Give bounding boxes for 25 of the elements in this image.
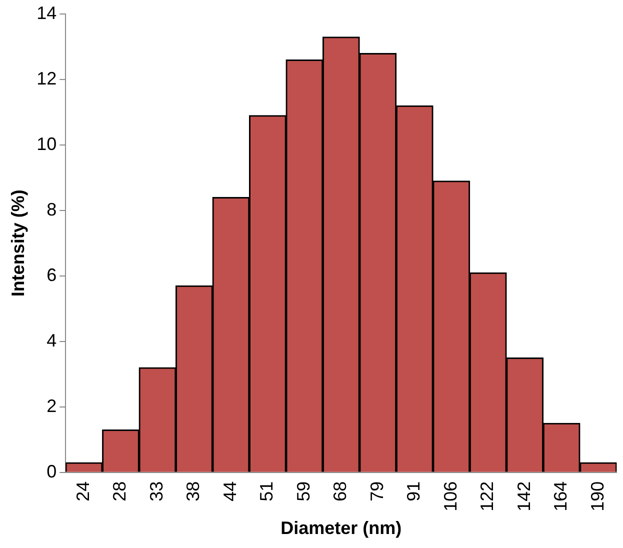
x-tick-label: 164 <box>550 481 571 512</box>
x-tick-label: 106 <box>440 481 460 512</box>
y-tick-label: 8 <box>46 199 57 220</box>
x-axis-title: Diameter (nm) <box>280 518 402 538</box>
x-tick-label: 79 <box>366 481 387 502</box>
y-tick-label: 10 <box>36 134 57 154</box>
y-axis-title: Intensity (%) <box>8 190 28 297</box>
x-tick-label: 28 <box>110 481 130 502</box>
x-tick-label: 51 <box>256 481 277 502</box>
y-tick-label: 14 <box>36 2 57 23</box>
x-tick-label: 190 <box>587 481 608 512</box>
y-tick-label: 6 <box>46 264 57 285</box>
x-tick-label: 68 <box>330 481 350 502</box>
x-tick-label: 44 <box>220 481 240 502</box>
x-tick-label: 38 <box>183 481 204 502</box>
x-tick-label: 24 <box>72 481 93 502</box>
y-tick-label: 2 <box>46 396 57 416</box>
y-tick-label: 12 <box>36 68 57 88</box>
x-tick-label: 33 <box>146 481 166 502</box>
x-tick-label: 91 <box>404 481 424 502</box>
y-tick-label: 4 <box>46 330 57 350</box>
x-tick-label: 142 <box>514 481 534 512</box>
y-tick-label: 0 <box>46 461 57 482</box>
x-tick-label: 59 <box>293 481 314 502</box>
x-tick-label: 122 <box>477 481 498 512</box>
